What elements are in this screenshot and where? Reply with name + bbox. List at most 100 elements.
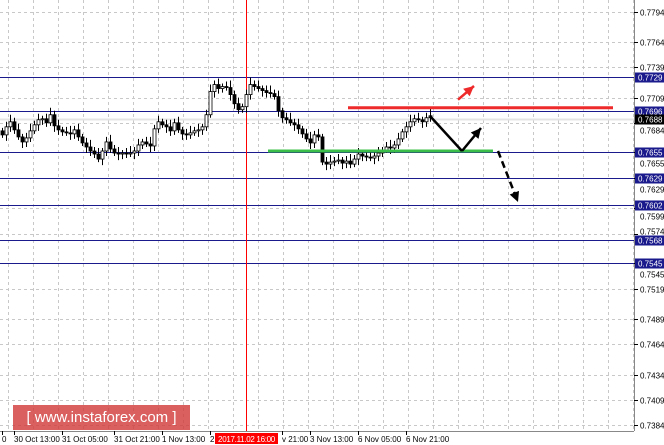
candle-bear <box>300 128 305 135</box>
candle-bear <box>288 119 293 124</box>
current-price-badge <box>635 114 664 125</box>
candle-bear <box>44 118 49 124</box>
candle-bull <box>40 118 45 121</box>
level-lines <box>0 77 634 264</box>
price-tick-label: 0.7519 <box>640 286 664 295</box>
time-tick-label: 31 Oct 21:00 <box>114 435 160 444</box>
candle-bear <box>160 121 165 126</box>
candle-bull <box>244 94 249 108</box>
candle-bear <box>284 117 289 121</box>
time-tick-label: 1 Nov 13:00 <box>162 435 206 444</box>
level-price-label: 0.7655 <box>638 149 663 158</box>
time-tick-label: 31 Oct 05:00 <box>62 435 108 444</box>
candle-bear <box>360 153 365 157</box>
candle-bull <box>424 117 429 123</box>
candle-bull <box>212 84 217 92</box>
candle-bear <box>164 124 169 128</box>
price-tick-label: 0.7655 <box>640 160 664 169</box>
candle-bear <box>316 134 321 138</box>
candle-bull <box>32 124 37 132</box>
candle-bear <box>292 122 297 126</box>
candle-bear <box>416 118 421 121</box>
level-price-label: 0.7568 <box>638 237 663 246</box>
candle-bull <box>208 91 213 116</box>
candle-bear <box>276 96 281 112</box>
price-tick-label: 0.7599 <box>640 213 664 222</box>
candle-bear <box>320 136 325 163</box>
candle-bear <box>52 114 57 127</box>
bounce-up-arrow-head <box>470 128 481 139</box>
level-price-badge <box>635 147 664 158</box>
candle-bull <box>140 141 145 146</box>
candle-bear <box>176 122 181 131</box>
cursor-time-label: 2017.11.02 16:00 <box>218 435 276 444</box>
candle-bull <box>400 131 405 140</box>
candle-bear <box>144 141 149 145</box>
candle-bear <box>232 94 237 105</box>
candle-bear <box>0 130 5 136</box>
candle-bull <box>220 86 225 89</box>
level-price-badge <box>635 200 664 211</box>
time-tick-label: 6 Nov 05:00 <box>358 435 402 444</box>
candle-bull <box>196 129 201 132</box>
annotations <box>268 85 613 203</box>
candle-bull <box>28 130 33 139</box>
candle-bull <box>200 126 205 131</box>
candle-bear <box>388 146 393 149</box>
cursor-time-badge <box>215 433 278 444</box>
candle-bear <box>340 159 345 164</box>
time-tick-label: 30 Oct 13:00 <box>14 435 60 444</box>
candle-bear <box>348 160 353 165</box>
candle-bull <box>336 159 341 162</box>
price-tick-label: 0.7409 <box>640 397 664 406</box>
candle-bear <box>92 150 97 155</box>
candle-bull <box>192 130 197 134</box>
price-tick-label: 0.7764 <box>640 39 664 48</box>
candle-bull <box>204 114 209 128</box>
price-tick-label: 0.7709 <box>640 95 664 104</box>
candle-bull <box>128 152 133 155</box>
level-price-badge <box>635 235 664 246</box>
candle-bear <box>272 93 277 98</box>
candle-bear <box>64 131 69 134</box>
price-axis: 0.7794 0.7764 0.7739 0.7709 0.7684 0.7655 0.76… <box>634 9 664 431</box>
candle-bear <box>224 86 229 88</box>
candle-bear <box>236 103 241 111</box>
candle-bull <box>172 122 177 132</box>
candle-bear <box>180 129 185 135</box>
current-price-label: 0.7688 <box>638 116 663 125</box>
candle-bear <box>268 92 273 94</box>
time-tick-label: 0 <box>2 435 7 444</box>
time-tick-label: v 21:00 <box>282 435 309 444</box>
price-tick-label: 0.7464 <box>640 341 664 350</box>
candle-bear <box>80 136 85 144</box>
candle-bull <box>408 121 413 128</box>
candle-bull <box>404 126 409 133</box>
candle-bear <box>264 90 269 93</box>
candle-bear <box>20 136 25 143</box>
watermark-logo: [ www.instaforex.com ] <box>13 405 190 430</box>
candle-bull <box>152 128 157 147</box>
price-tick-label: 0.7684 <box>640 127 664 136</box>
candle-bear <box>168 126 173 132</box>
candle-bear <box>260 88 265 91</box>
candle-bear <box>420 119 425 123</box>
time-tick-label: 3 Nov 13:00 <box>310 435 354 444</box>
candles <box>0 77 433 171</box>
candle-bear <box>68 132 73 135</box>
price-tick-label: 0.7434 <box>640 372 664 381</box>
level-price-badge <box>635 72 664 83</box>
price-tick-label: 0.7574 <box>640 228 664 237</box>
candle-bull <box>312 134 317 144</box>
candle-bear <box>108 141 113 150</box>
candle-bull <box>372 155 377 159</box>
candle-bear <box>216 84 221 89</box>
candle-bull <box>332 160 337 163</box>
candle-bear <box>324 161 329 165</box>
candle-bear <box>96 153 101 160</box>
level-price-label: 0.7629 <box>638 175 663 184</box>
candle-bull <box>328 161 333 165</box>
candle-bear <box>368 156 373 159</box>
candle-bull <box>392 144 397 149</box>
